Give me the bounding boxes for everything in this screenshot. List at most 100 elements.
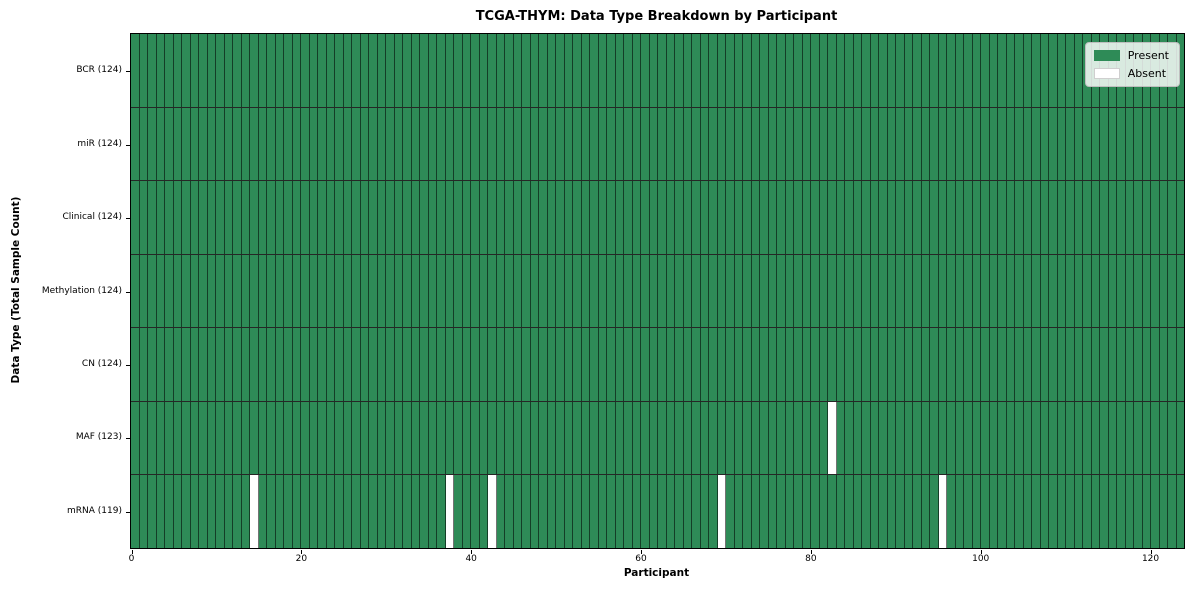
heatmap-cell-present <box>955 181 964 254</box>
heatmap-cell-present <box>250 254 259 328</box>
heatmap-cell-present <box>853 181 862 254</box>
heatmap-cell-present <box>386 34 395 107</box>
heatmap-cell-present <box>564 401 573 475</box>
heatmap-cell-present <box>743 34 752 107</box>
heatmap-cell-present <box>768 107 777 181</box>
heatmap-cell-present <box>352 254 361 328</box>
heatmap-cell-present <box>335 34 344 107</box>
heatmap-cell-present <box>241 328 250 401</box>
heatmap-cell-present <box>207 254 216 328</box>
heatmap-cell-present <box>947 254 956 328</box>
heatmap-cell-present <box>394 181 403 254</box>
heatmap-cell-present <box>658 107 667 181</box>
heatmap-cell-present <box>335 107 344 181</box>
heatmap-row-methylation <box>131 253 1184 328</box>
heatmap-cell-present <box>216 107 225 181</box>
heatmap-cell-present <box>1083 475 1092 549</box>
heatmap-cell-present <box>904 401 913 475</box>
heatmap-cell-present <box>734 107 743 181</box>
heatmap-cell-present <box>309 254 318 328</box>
heatmap-cell-present <box>403 254 412 328</box>
heatmap-cell-present <box>726 401 735 475</box>
x-tick-mark <box>1150 550 1152 554</box>
heatmap-cell-present <box>522 475 531 549</box>
heatmap-cell-present <box>190 107 199 181</box>
heatmap-cell-present <box>989 107 998 181</box>
heatmap-cell-present <box>632 254 641 328</box>
heatmap-cell-present <box>777 401 786 475</box>
heatmap-cell-present <box>207 107 216 181</box>
heatmap-cell-present <box>301 254 310 328</box>
heatmap-cell-present <box>564 328 573 401</box>
heatmap-cell-present <box>972 181 981 254</box>
heatmap-cell-present <box>675 34 684 107</box>
heatmap-cell-present <box>292 181 301 254</box>
y-tick-mark <box>126 71 130 73</box>
heatmap-cell-present <box>658 328 667 401</box>
heatmap-cell-present <box>428 34 437 107</box>
heatmap-cell-present <box>683 401 692 475</box>
heatmap-cell-present <box>454 475 463 549</box>
heatmap-cell-present <box>471 328 480 401</box>
heatmap-cell-present <box>496 401 505 475</box>
heatmap-cell-present <box>794 254 803 328</box>
heatmap-cell-present <box>241 181 250 254</box>
heatmap-cell-present <box>802 34 811 107</box>
heatmap-cell-present <box>216 328 225 401</box>
heatmap-cell-present <box>972 34 981 107</box>
heatmap-cell-present <box>692 254 701 328</box>
heatmap-cell-present <box>326 401 335 475</box>
x-tick-label: 20 <box>295 554 308 564</box>
heatmap-cell-present <box>1032 254 1041 328</box>
heatmap-cell-present <box>666 181 675 254</box>
heatmap-cell-present <box>777 475 786 549</box>
heatmap-cell-present <box>896 328 905 401</box>
heatmap-cell-present <box>462 475 471 549</box>
heatmap-cell-present <box>352 401 361 475</box>
heatmap-cell-present <box>581 34 590 107</box>
heatmap-cell-present <box>1049 475 1058 549</box>
heatmap-cell-present <box>598 254 607 328</box>
heatmap-cell-present <box>1083 401 1092 475</box>
heatmap-cell-present <box>649 34 658 107</box>
heatmap-cell-present <box>369 328 378 401</box>
heatmap-cell-present <box>445 34 454 107</box>
heatmap-cell-present <box>1168 475 1177 549</box>
heatmap-cell-present <box>309 328 318 401</box>
heatmap-cell-present <box>530 34 539 107</box>
heatmap-cell-present <box>377 34 386 107</box>
heatmap-cell-present <box>641 107 650 181</box>
heatmap-cell-present <box>1159 401 1168 475</box>
heatmap-cell-present <box>233 475 242 549</box>
heatmap-cell-present <box>607 254 616 328</box>
heatmap-cell-present <box>1074 328 1083 401</box>
heatmap-cell-present <box>836 328 845 401</box>
heatmap-cell-present <box>760 328 769 401</box>
heatmap-cell-present <box>981 328 990 401</box>
heatmap-cell-present <box>734 181 743 254</box>
heatmap-cell-present <box>199 181 208 254</box>
heatmap-cell-present <box>930 401 939 475</box>
heatmap-cell-present <box>1108 254 1117 328</box>
heatmap-cell-present <box>802 328 811 401</box>
heatmap-cell-present <box>479 328 488 401</box>
heatmap-cell-present <box>615 107 624 181</box>
heatmap-cell-present <box>284 181 293 254</box>
heatmap-cell-present <box>199 328 208 401</box>
heatmap-cell-present <box>913 401 922 475</box>
heatmap-cell-present <box>1023 107 1032 181</box>
y-tick-mark <box>126 144 130 146</box>
heatmap-cell-present <box>352 475 361 549</box>
heatmap-cell-present <box>666 328 675 401</box>
heatmap-cell-present <box>913 475 922 549</box>
heatmap-cell-present <box>479 107 488 181</box>
heatmap-cell-present <box>530 401 539 475</box>
heatmap-cell-present <box>505 181 514 254</box>
heatmap-cell-present <box>479 181 488 254</box>
heatmap-cell-present <box>131 107 140 181</box>
heatmap-cell-present <box>802 181 811 254</box>
heatmap-cell-present <box>717 107 726 181</box>
heatmap-row-bcr <box>131 34 1184 107</box>
heatmap-cell-present <box>879 401 888 475</box>
heatmap-cell-present <box>148 107 157 181</box>
